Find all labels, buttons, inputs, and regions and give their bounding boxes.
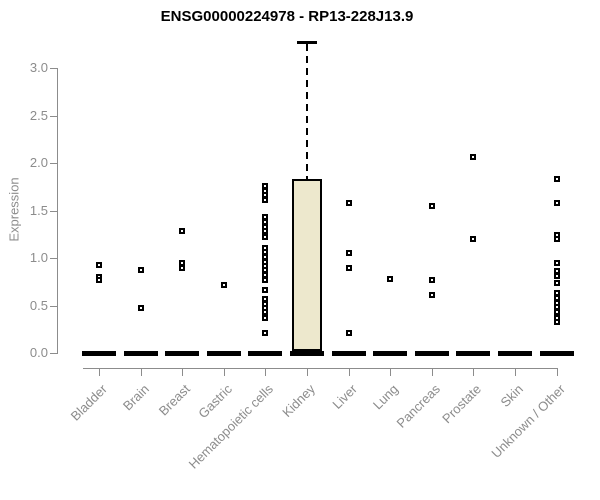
median-bar: [123, 351, 158, 356]
x-axis-tick: [265, 368, 267, 376]
outlier-point: [179, 228, 186, 235]
outlier-point: [470, 154, 477, 161]
y-axis-line: [57, 68, 58, 354]
x-axis-tick: [307, 368, 308, 376]
y-tick-label: 3.0: [29, 60, 48, 75]
x-axis-line: [83, 368, 558, 369]
whisker-line: [306, 44, 308, 180]
chart-title: ENSG00000224978 - RP13-228J13.9: [160, 8, 414, 25]
outlier-point: [137, 305, 144, 312]
outlier-point: [137, 267, 144, 274]
outlier-point: [470, 236, 477, 242]
y-tick-label: 2.5: [29, 107, 48, 123]
outlier-point: [262, 330, 269, 337]
y-tick-label: 0.5: [29, 297, 48, 313]
x-axis-tick: [390, 368, 392, 376]
y-axis-tick: [50, 305, 57, 307]
outlier-point: [553, 279, 560, 286]
median-bar: [165, 351, 200, 356]
outlier-point: [553, 309, 560, 316]
y-tick-label: 0.0: [29, 345, 48, 360]
median-bar: [290, 351, 324, 356]
outlier-point: [553, 273, 560, 280]
outlier-point: [262, 287, 269, 294]
x-axis-tick: [140, 368, 142, 376]
y-axis-tick: [50, 68, 57, 69]
y-tick-label: 2.0: [29, 155, 48, 170]
outlier-point: [553, 259, 560, 266]
x-axis-tick: [223, 368, 225, 376]
y-axis-tick: [50, 163, 57, 164]
median-bar: [414, 351, 449, 356]
outlier-point: [553, 199, 560, 206]
outlier-point: [553, 236, 560, 242]
outlier-point: [262, 276, 269, 283]
whisker-cap: [297, 41, 317, 44]
outlier-point: [345, 264, 352, 271]
outlier-point: [428, 292, 435, 299]
outlier-point: [262, 314, 269, 321]
x-axis-tick: [182, 368, 184, 376]
x-axis-tick: [99, 368, 100, 376]
median-bar: [498, 351, 532, 356]
x-axis-tick: [473, 368, 475, 376]
outlier-point: [553, 318, 560, 325]
median-bar: [206, 351, 241, 356]
median-bar: [82, 351, 116, 356]
outlier-point: [220, 281, 227, 288]
median-bar: [331, 351, 366, 356]
outlier-point: [262, 228, 269, 235]
y-tick-label: 1.5: [29, 202, 48, 218]
outlier-point: [345, 250, 352, 257]
outlier-point: [345, 199, 352, 206]
median-bar: [539, 351, 574, 356]
outlier-point: [96, 261, 102, 268]
outlier-point: [428, 276, 435, 283]
outlier-point: [262, 234, 269, 241]
outlier-point: [553, 176, 560, 183]
median-bar: [373, 351, 408, 356]
outlier-point: [179, 265, 186, 272]
outlier-point: [428, 202, 435, 209]
x-axis-tick: [431, 368, 433, 376]
x-axis-tick: [348, 368, 350, 376]
outlier-point: [262, 197, 269, 204]
median-bar: [456, 351, 491, 356]
x-axis-tick: [515, 368, 516, 376]
y-axis-tick: [50, 210, 57, 212]
y-axis-tick: [50, 258, 57, 259]
outlier-point: [179, 259, 186, 266]
y-axis-tick: [50, 353, 57, 354]
kidney-box: [292, 179, 322, 351]
outlier-point: [387, 275, 394, 282]
outlier-point: [345, 330, 352, 337]
y-axis-tick: [50, 115, 57, 117]
x-axis-tick: [556, 368, 558, 376]
median-bar: [248, 351, 283, 356]
outlier-point: [96, 276, 102, 283]
y-tick-label: 1.0: [29, 250, 48, 265]
outlier-point: [262, 309, 269, 316]
